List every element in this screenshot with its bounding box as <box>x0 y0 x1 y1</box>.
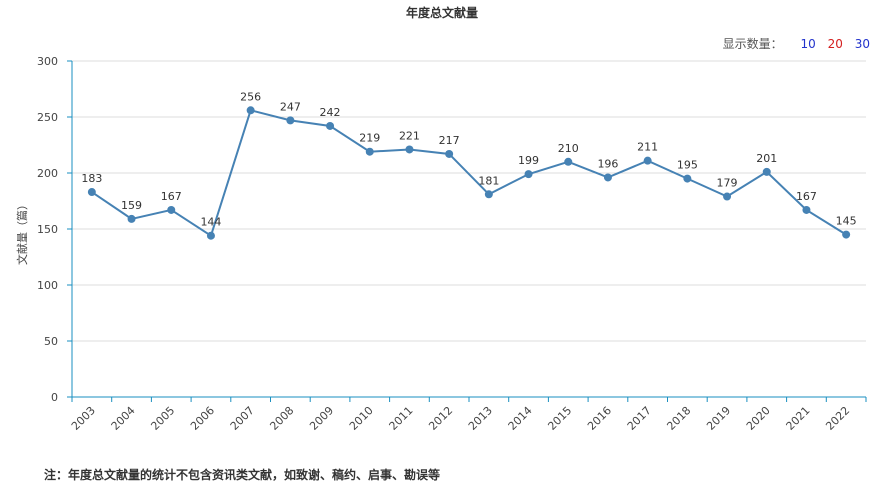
series-line-path <box>91 109 847 238</box>
y-tick-label: 0 <box>51 391 58 404</box>
y-tick-label: 100 <box>37 279 58 292</box>
data-label: 195 <box>677 159 698 172</box>
data-point[interactable] <box>762 167 771 176</box>
data-label: 217 <box>439 134 460 147</box>
data-point[interactable] <box>405 145 414 154</box>
data-labels: 183 159 167 144 256 247 242 219 221 217 181 199 210 1… <box>81 90 856 228</box>
data-point[interactable] <box>127 214 136 223</box>
data-label: 242 <box>320 106 341 119</box>
y-tick-label: 300 <box>37 55 58 68</box>
x-tick-label: 2003 <box>69 404 98 433</box>
data-label: 167 <box>161 190 182 203</box>
footnote: 注：年度总文献量的统计不包含资讯类文献，如致谢、稿约、启事、勘误等 <box>44 468 441 482</box>
data-point[interactable] <box>643 156 652 165</box>
data-point[interactable] <box>524 170 533 179</box>
data-label: 201 <box>756 152 777 165</box>
x-tick-label: 2015 <box>545 404 574 433</box>
data-label: 167 <box>796 190 817 203</box>
data-point[interactable] <box>167 205 176 214</box>
data-label: 211 <box>637 141 658 154</box>
data-point[interactable] <box>445 149 454 158</box>
x-tick-label: 2005 <box>148 404 177 433</box>
y-axis-label: 文献量（篇） <box>15 199 29 265</box>
x-tick-label: 2012 <box>426 404 455 433</box>
x-tick-label: 2009 <box>307 404 336 433</box>
data-point[interactable] <box>365 147 374 156</box>
y-tick-label: 250 <box>37 111 58 124</box>
x-tick-labels: 2003 2004 2005 2006 2007 2008 2009 2010 2011 2012… <box>69 404 852 433</box>
x-tick-label: 2010 <box>347 404 376 433</box>
data-label: 144 <box>200 216 221 229</box>
data-point[interactable] <box>842 230 851 239</box>
display-count-label: 显示数量： <box>722 37 783 51</box>
count-option-30[interactable]: 30 <box>854 37 870 51</box>
data-point[interactable] <box>87 188 96 197</box>
data-label: 221 <box>399 129 420 142</box>
data-label: 181 <box>478 174 499 187</box>
chart-title: 年度总文献量 <box>405 6 478 20</box>
data-label: 219 <box>359 132 380 145</box>
x-tick-label: 2007 <box>228 404 257 433</box>
count-option-10[interactable]: 10 <box>800 37 816 51</box>
count-option-20[interactable]: 20 <box>827 37 843 51</box>
data-label: 159 <box>121 199 142 212</box>
series-line <box>91 109 847 238</box>
data-label: 183 <box>81 172 102 185</box>
data-point[interactable] <box>286 116 295 125</box>
x-tick-label: 2016 <box>585 404 614 433</box>
y-tick-label: 150 <box>37 223 58 236</box>
axes <box>67 60 867 402</box>
data-point[interactable] <box>326 121 335 130</box>
x-tick-label: 2014 <box>506 404 535 433</box>
x-tick-label: 2019 <box>704 404 733 433</box>
x-tick-label: 2017 <box>625 404 654 433</box>
data-label: 247 <box>280 100 301 113</box>
data-points <box>87 106 851 240</box>
y-tick-label: 200 <box>37 167 58 180</box>
x-tick-label: 2006 <box>188 404 217 433</box>
data-label: 199 <box>518 154 539 167</box>
data-label: 145 <box>836 215 857 228</box>
grid-lines <box>72 60 866 342</box>
data-point[interactable] <box>206 231 215 240</box>
x-tick-label: 2020 <box>744 404 773 433</box>
data-label: 196 <box>597 157 618 170</box>
data-label: 256 <box>240 90 261 103</box>
data-label: 210 <box>558 142 579 155</box>
data-point[interactable] <box>603 173 612 182</box>
x-tick-label: 2013 <box>466 404 495 433</box>
y-tick-label: 50 <box>44 335 58 348</box>
data-point[interactable] <box>246 106 255 115</box>
x-tick-label: 2018 <box>664 404 693 433</box>
x-tick-label: 2021 <box>784 404 813 433</box>
data-point[interactable] <box>802 205 811 214</box>
x-tick-label: 2004 <box>109 404 138 433</box>
x-tick-label: 2022 <box>823 404 852 433</box>
data-point[interactable] <box>484 190 493 199</box>
display-count-selector: 显示数量： 10 20 30 <box>723 35 870 52</box>
x-tick-label: 2008 <box>267 404 296 433</box>
x-tick-label: 2011 <box>387 404 416 433</box>
y-tick-labels: 0 50 100 150 200 250 300 <box>37 55 58 404</box>
data-label: 179 <box>717 177 738 190</box>
data-point[interactable] <box>683 174 692 183</box>
data-point[interactable] <box>564 157 573 166</box>
data-point[interactable] <box>723 192 732 201</box>
